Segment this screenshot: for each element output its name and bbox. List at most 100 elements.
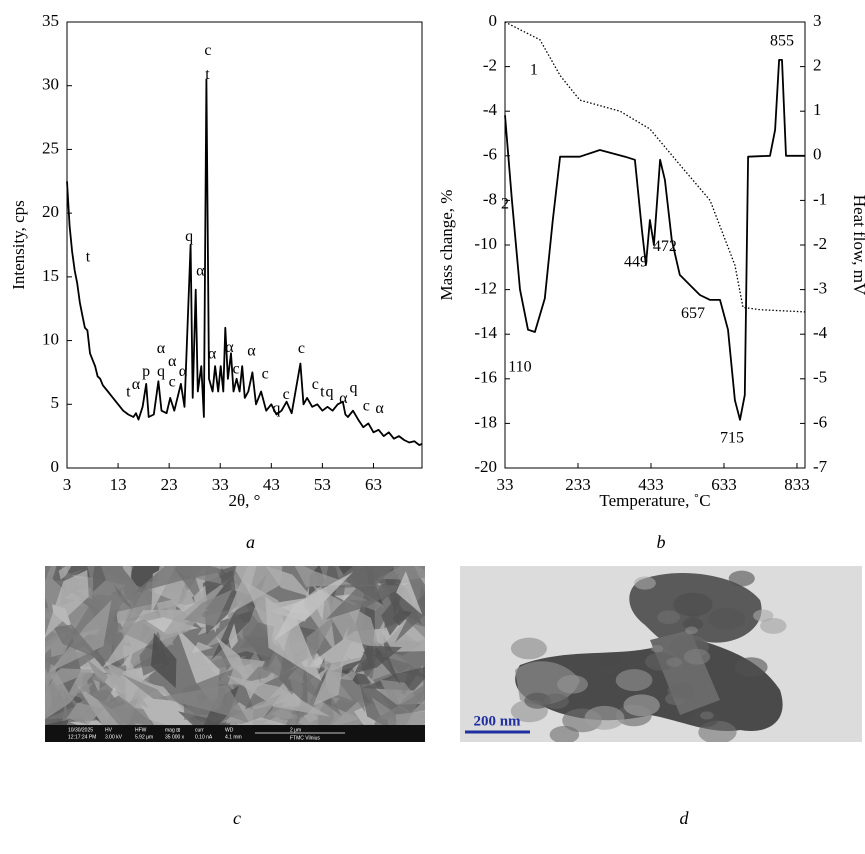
data-line [504,21,806,313]
sem-flake [122,566,132,579]
plot-frame [66,21,423,469]
y-tick-label: -10 [474,234,497,253]
y-tick-label: -6 [483,145,497,164]
tem-flake [666,657,682,667]
tem-flake [760,617,787,634]
annotation: c [233,361,240,378]
y-axis-label: Mass change, % [437,190,456,301]
annotation: α [375,400,384,417]
tem-flake [524,692,551,709]
annotation: α [247,343,256,360]
y-tick-label: 30 [42,75,59,94]
y-tick-label: 10 [42,329,59,348]
info-label: mag ⊞ [165,727,180,733]
tem-flake [667,682,695,699]
sem-flake [45,570,89,638]
annotation: 715 [720,430,744,447]
sem-flake [313,626,349,706]
y-tick-label: -4 [483,100,498,119]
y-tick-label: 15 [42,266,59,285]
tem-flake [753,609,774,622]
sem-flake [337,678,366,713]
y-tick-label: 5 [51,393,60,412]
annotation: 2 [501,196,509,213]
site-label: FTMC Vilnius [290,735,320,741]
y2-tick-label: -7 [813,457,828,476]
sem-flake [212,566,235,570]
sem-flake [325,584,405,620]
tem-flake [543,693,569,709]
info-label: curr [195,727,204,733]
sem-flake [228,623,238,650]
annotation: c [283,386,290,403]
tem-flake [599,653,622,667]
panel-caption: b [657,532,666,552]
tem-flake [687,610,702,619]
y-tick-label: 35 [42,11,59,30]
tem-flake [645,652,676,671]
info-value: 4.1 mm [225,734,242,740]
x-tick-label: 43 [263,475,280,494]
y-tick-label: -14 [474,323,497,342]
x-tick-label: 33 [212,475,229,494]
annotation: t [126,383,131,400]
tem-flake [728,570,755,587]
y-tick-label: 0 [51,457,60,476]
scale-label: 2 μm [290,727,301,733]
y2-tick-label: 2 [813,56,822,75]
tem-flake [734,657,768,677]
panel-caption: a [246,532,255,552]
annotation: 1 [530,62,538,79]
sem-flake [53,624,102,661]
annotation: α [339,390,348,407]
sem-flake [73,682,94,695]
y2-tick-label: -2 [813,234,827,253]
annotation: c [312,376,319,393]
sem-flake [158,684,250,724]
info-label: HFW [135,727,147,733]
y-tick-label: -16 [474,368,497,387]
sem-flake [98,700,151,726]
y2-tick-label: -5 [813,368,827,387]
annotation: c [262,366,269,383]
y2-tick-label: -6 [813,412,827,431]
annotation: α [157,340,166,357]
y-tick-label: -2 [483,56,497,75]
data-line [504,59,805,421]
x-tick-label: 3 [63,475,72,494]
y-tick-label: -18 [474,412,497,431]
sem-flake [150,632,177,688]
info-time: 12:17:24 PM [68,734,96,740]
x-tick-label: 633 [711,475,737,494]
annotation: 110 [508,358,531,375]
tem-flake [657,610,681,625]
sem-flake [66,702,105,725]
y-tick-label: 0 [489,11,498,30]
tem-flake [634,576,656,590]
y-tick-label: -20 [474,457,497,476]
info-label: WD [225,727,234,733]
info-value: 0.10 nA [195,734,213,740]
sem-flake [265,596,322,682]
tem-flake [549,725,580,742]
annotation: t [205,66,210,83]
sem-flake [121,673,170,701]
sem-flake [396,571,423,615]
sem-flake [239,622,275,648]
annotation: α [179,363,188,380]
sem-flake [45,651,100,674]
info-date: 10/30/2025 [68,727,93,733]
info-value: 35 000 x [165,734,185,740]
tem-flake [510,637,547,660]
sem-flake [338,671,357,681]
annotation: α [196,262,205,279]
annotation: 657 [681,305,705,322]
sem-flake [381,597,406,636]
sem-info-bar: 10/30/2025 12:17:24 PM 2 μm FTMC Vilnius… [45,725,425,742]
info-label: HV [105,727,113,733]
info-value: 3.00 kV [105,734,123,740]
x-tick-label: 33 [497,475,514,494]
tem-flake [673,592,713,617]
info-bar-background [45,725,425,742]
tem-flake [708,607,746,630]
